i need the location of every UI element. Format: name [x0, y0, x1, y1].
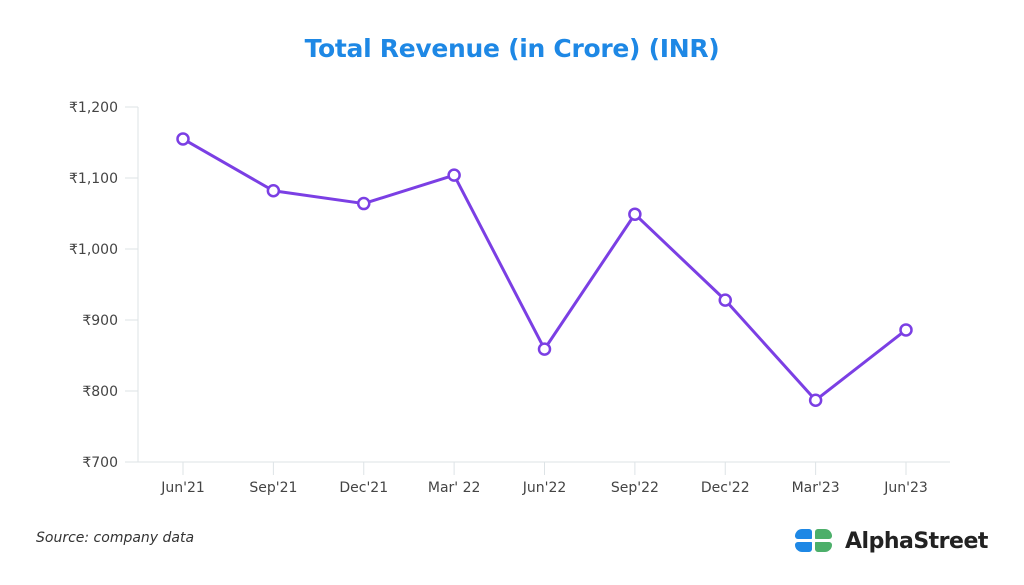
- data-point: [808, 393, 823, 407]
- series-total-revenue: [176, 132, 913, 407]
- data-point: [628, 207, 642, 221]
- y-tick-label: ₹1,100: [69, 171, 118, 187]
- x-tick-label: Dec'22: [701, 480, 750, 496]
- source-note: Source: company data: [36, 530, 195, 546]
- data-point: [266, 184, 281, 198]
- x-tick-label: Sep'21: [249, 480, 297, 496]
- x-axis: Jun'21 Sep'21 Dec'21 Mar' 22 Jun'22 Sep'22 Dec…: [138, 461, 950, 496]
- alphastreet-logo-icon: [795, 529, 833, 553]
- x-tick-label: Jun'21: [160, 480, 205, 496]
- x-tick-label: Mar' 22: [428, 480, 481, 496]
- data-point: [537, 342, 552, 356]
- data-point: [357, 196, 371, 211]
- data-point: [176, 132, 190, 146]
- data-point: [447, 168, 461, 182]
- x-tick-label: Dec'21: [339, 480, 388, 496]
- alphastreet-logo: AlphaStreet: [795, 526, 988, 556]
- brand-name: AlphaStreet: [845, 528, 988, 554]
- data-point: [899, 323, 913, 337]
- x-tick-label: Jun'23: [883, 480, 928, 496]
- x-tick-label: Mar'23: [792, 480, 840, 496]
- y-tick-label: ₹1,200: [69, 100, 118, 116]
- y-tick-label: ₹700: [82, 455, 118, 471]
- series-line: [182, 137, 907, 402]
- y-tick-label: ₹800: [82, 384, 118, 400]
- data-point: [718, 293, 732, 307]
- chart-title: Total Revenue (in Crore) (INR): [304, 34, 720, 63]
- y-tick-label: ₹900: [82, 313, 118, 329]
- x-tick-label: Jun'22: [522, 480, 567, 496]
- x-tick-label: Sep'22: [611, 480, 659, 496]
- y-tick-label: ₹1,000: [69, 242, 118, 258]
- y-axis: ₹700 ₹800 ₹900 ₹1,000 ₹1,100 ₹1,200: [69, 100, 139, 471]
